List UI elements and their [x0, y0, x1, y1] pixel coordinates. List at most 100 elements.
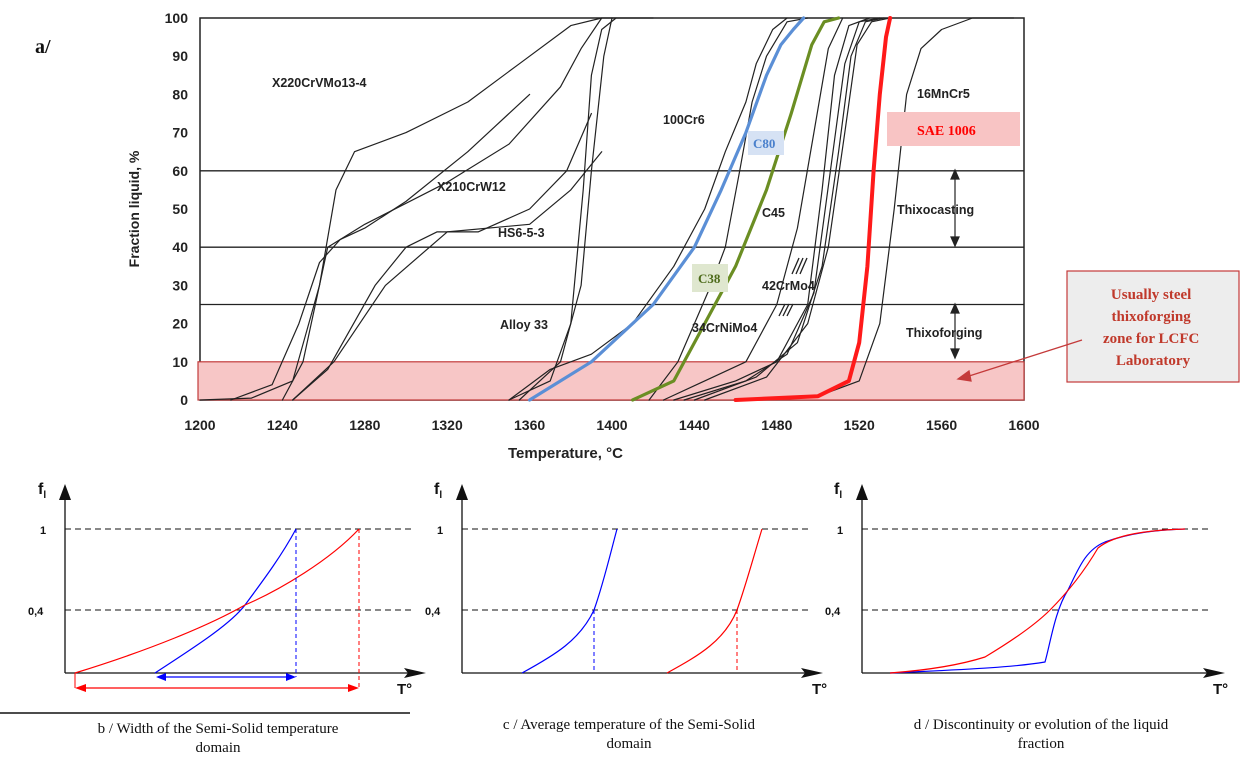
curve-c80 [527, 16, 806, 402]
y-tick-label: 90 [172, 48, 188, 64]
panel-c-fl-label: fl [434, 481, 442, 501]
panel-d-blue-curve [889, 528, 1186, 674]
x-tick-label: 1360 [514, 417, 545, 433]
sae1006-tag: SAE 1006 [917, 124, 976, 139]
panel-c-y04: 0,4 [425, 606, 441, 618]
panel-b-t-label: T° [397, 681, 412, 698]
panel-d-axes [861, 493, 1212, 674]
label-42crmo4: 42CrMo4 [762, 279, 815, 293]
y-tick-label: 20 [172, 316, 188, 332]
panel-c-axes [461, 493, 810, 674]
panel-a-label: a/ [35, 36, 51, 58]
main-chart: 1200 1240 1280 1320 1360 1400 1440 1480 1520 1560… [126, 10, 1240, 462]
panel-b-fl-label: fl [38, 481, 46, 501]
y-tick-label: 100 [165, 10, 189, 26]
x-tick-label: 1560 [926, 417, 957, 433]
curve-unlabeled-15 [704, 17, 891, 401]
y-axis-label: Fraction liquid, % [126, 150, 142, 267]
label-hs6-5-3: HS6-5-3 [498, 226, 545, 240]
curve-c45 [662, 17, 844, 401]
zone-annotation-arrow [956, 339, 1083, 382]
panel-b-axes [64, 493, 413, 674]
c38-tag: C38 [698, 271, 721, 286]
y-tick-label: 10 [172, 354, 188, 370]
label-x210crw12: X210CrW12 [437, 180, 506, 194]
panel-d-red-curve [889, 528, 1186, 674]
zone-annotation-text: Usually steel thixoforging zone for LCFC… [1103, 287, 1203, 369]
panel-c-y-arrow [456, 484, 468, 500]
panel-d-y-arrow [856, 484, 868, 500]
label-100cr6: 100Cr6 [663, 113, 705, 127]
sae1006-tag-bg [887, 112, 1020, 146]
zone-annotation-line-3: zone for LCFC [1103, 331, 1199, 347]
panel-b-blue-curve [154, 528, 297, 674]
label-x220crvmo13-4: X220CrVMo13-4 [272, 76, 367, 90]
panel-d: fl T° 1 0,4 [825, 481, 1228, 698]
c80-tag: C80 [753, 136, 775, 151]
x-tick-label: 1600 [1008, 417, 1039, 433]
panel-c: fl T° 1 0,4 [425, 481, 827, 698]
panel-d-y1: 1 [837, 525, 843, 537]
panel-d-fl-label: fl [834, 481, 842, 501]
y-tick-label: 60 [172, 163, 188, 179]
c38-tag-bg [692, 264, 728, 292]
curve-unlabeled-6 [518, 17, 613, 401]
curve-unlabeled-14 [693, 17, 885, 401]
y-tick-labels: 0 10 20 30 40 50 60 70 80 90 100 [165, 10, 189, 408]
curve-42crmo4 [673, 17, 871, 401]
label-34crnimo4: 34CrNiMo4 [692, 321, 757, 335]
curve-16mncr5 [745, 17, 1015, 401]
panel-d-x-arrow [1203, 668, 1225, 678]
y-tick-label: 30 [172, 277, 188, 293]
caption-b-line-1: b / Width of the Semi-Solid temperature [98, 721, 339, 737]
y-tick-label: 70 [172, 125, 188, 141]
caption-d-line-1: d / Discontinuity or evolution of the li… [914, 717, 1169, 733]
panel-d-t-label: T° [1213, 681, 1228, 698]
curve-100cr6 [508, 17, 788, 401]
curve-hs6-5-3 [292, 112, 593, 401]
x-axis-label: Temperature, °C [508, 445, 623, 462]
panel-c-y1: 1 [437, 525, 443, 537]
caption-c-line-1: c / Average temperature of the Semi-Soli… [503, 717, 756, 733]
caption-b-line-2: domain [196, 740, 241, 756]
curve-x220crvmo13-4 [199, 17, 654, 401]
y-tick-label: 80 [172, 86, 188, 102]
curve-end-marks [778, 257, 808, 317]
thixoforging-zone-band [197, 361, 1025, 401]
c80-tag-bg [748, 131, 784, 155]
panel-b-y1: 1 [40, 525, 46, 537]
panel-b-y04: 0,4 [28, 606, 44, 618]
zone-annotation-box [1066, 270, 1240, 383]
x-tick-label: 1280 [349, 417, 380, 433]
x-tick-label: 1440 [679, 417, 710, 433]
label-c45: C45 [762, 206, 785, 220]
label-16mncr5: 16MnCr5 [917, 87, 970, 101]
panel-c-red-curve [666, 528, 763, 674]
y-tick-label: 40 [172, 239, 188, 255]
y-tick-label: 0 [180, 392, 188, 408]
panel-b-x-arrow [404, 668, 426, 678]
curve-c38 [630, 16, 841, 402]
panel-c-t-label: T° [812, 681, 827, 698]
x-tick-label: 1240 [267, 417, 298, 433]
panel-d-y04: 0,4 [825, 606, 841, 618]
label-alloy-33: Alloy 33 [500, 318, 548, 332]
panel-b-blue-width-arrow [156, 673, 296, 681]
curve-unlabeled-8 [648, 17, 809, 401]
x-tick-label: 1200 [184, 417, 215, 433]
panel-b-red-curve [74, 528, 360, 674]
x-tick-label: 1320 [432, 417, 463, 433]
label-thixocasting: Thixocasting [897, 203, 974, 217]
x-tick-labels: 1200 1240 1280 1320 1360 1400 1440 1480 1520 1560… [184, 417, 1039, 433]
zone-annotation-line-4: Laboratory [1116, 353, 1191, 369]
curve-unlabeled-5 [508, 17, 617, 401]
panel-c-blue-curve [521, 528, 618, 674]
curve-alloy-33 [292, 151, 603, 401]
reference-lines [200, 170, 1024, 306]
curve-x210crw12 [281, 17, 603, 401]
caption-c-line-2: domain [607, 736, 652, 752]
zone-annotation-line-1: Usually steel [1111, 287, 1191, 303]
caption-d-line-2: fraction [1018, 736, 1065, 752]
x-tick-label: 1480 [761, 417, 792, 433]
panel-b: fl T° 1 0,4 [28, 481, 426, 698]
